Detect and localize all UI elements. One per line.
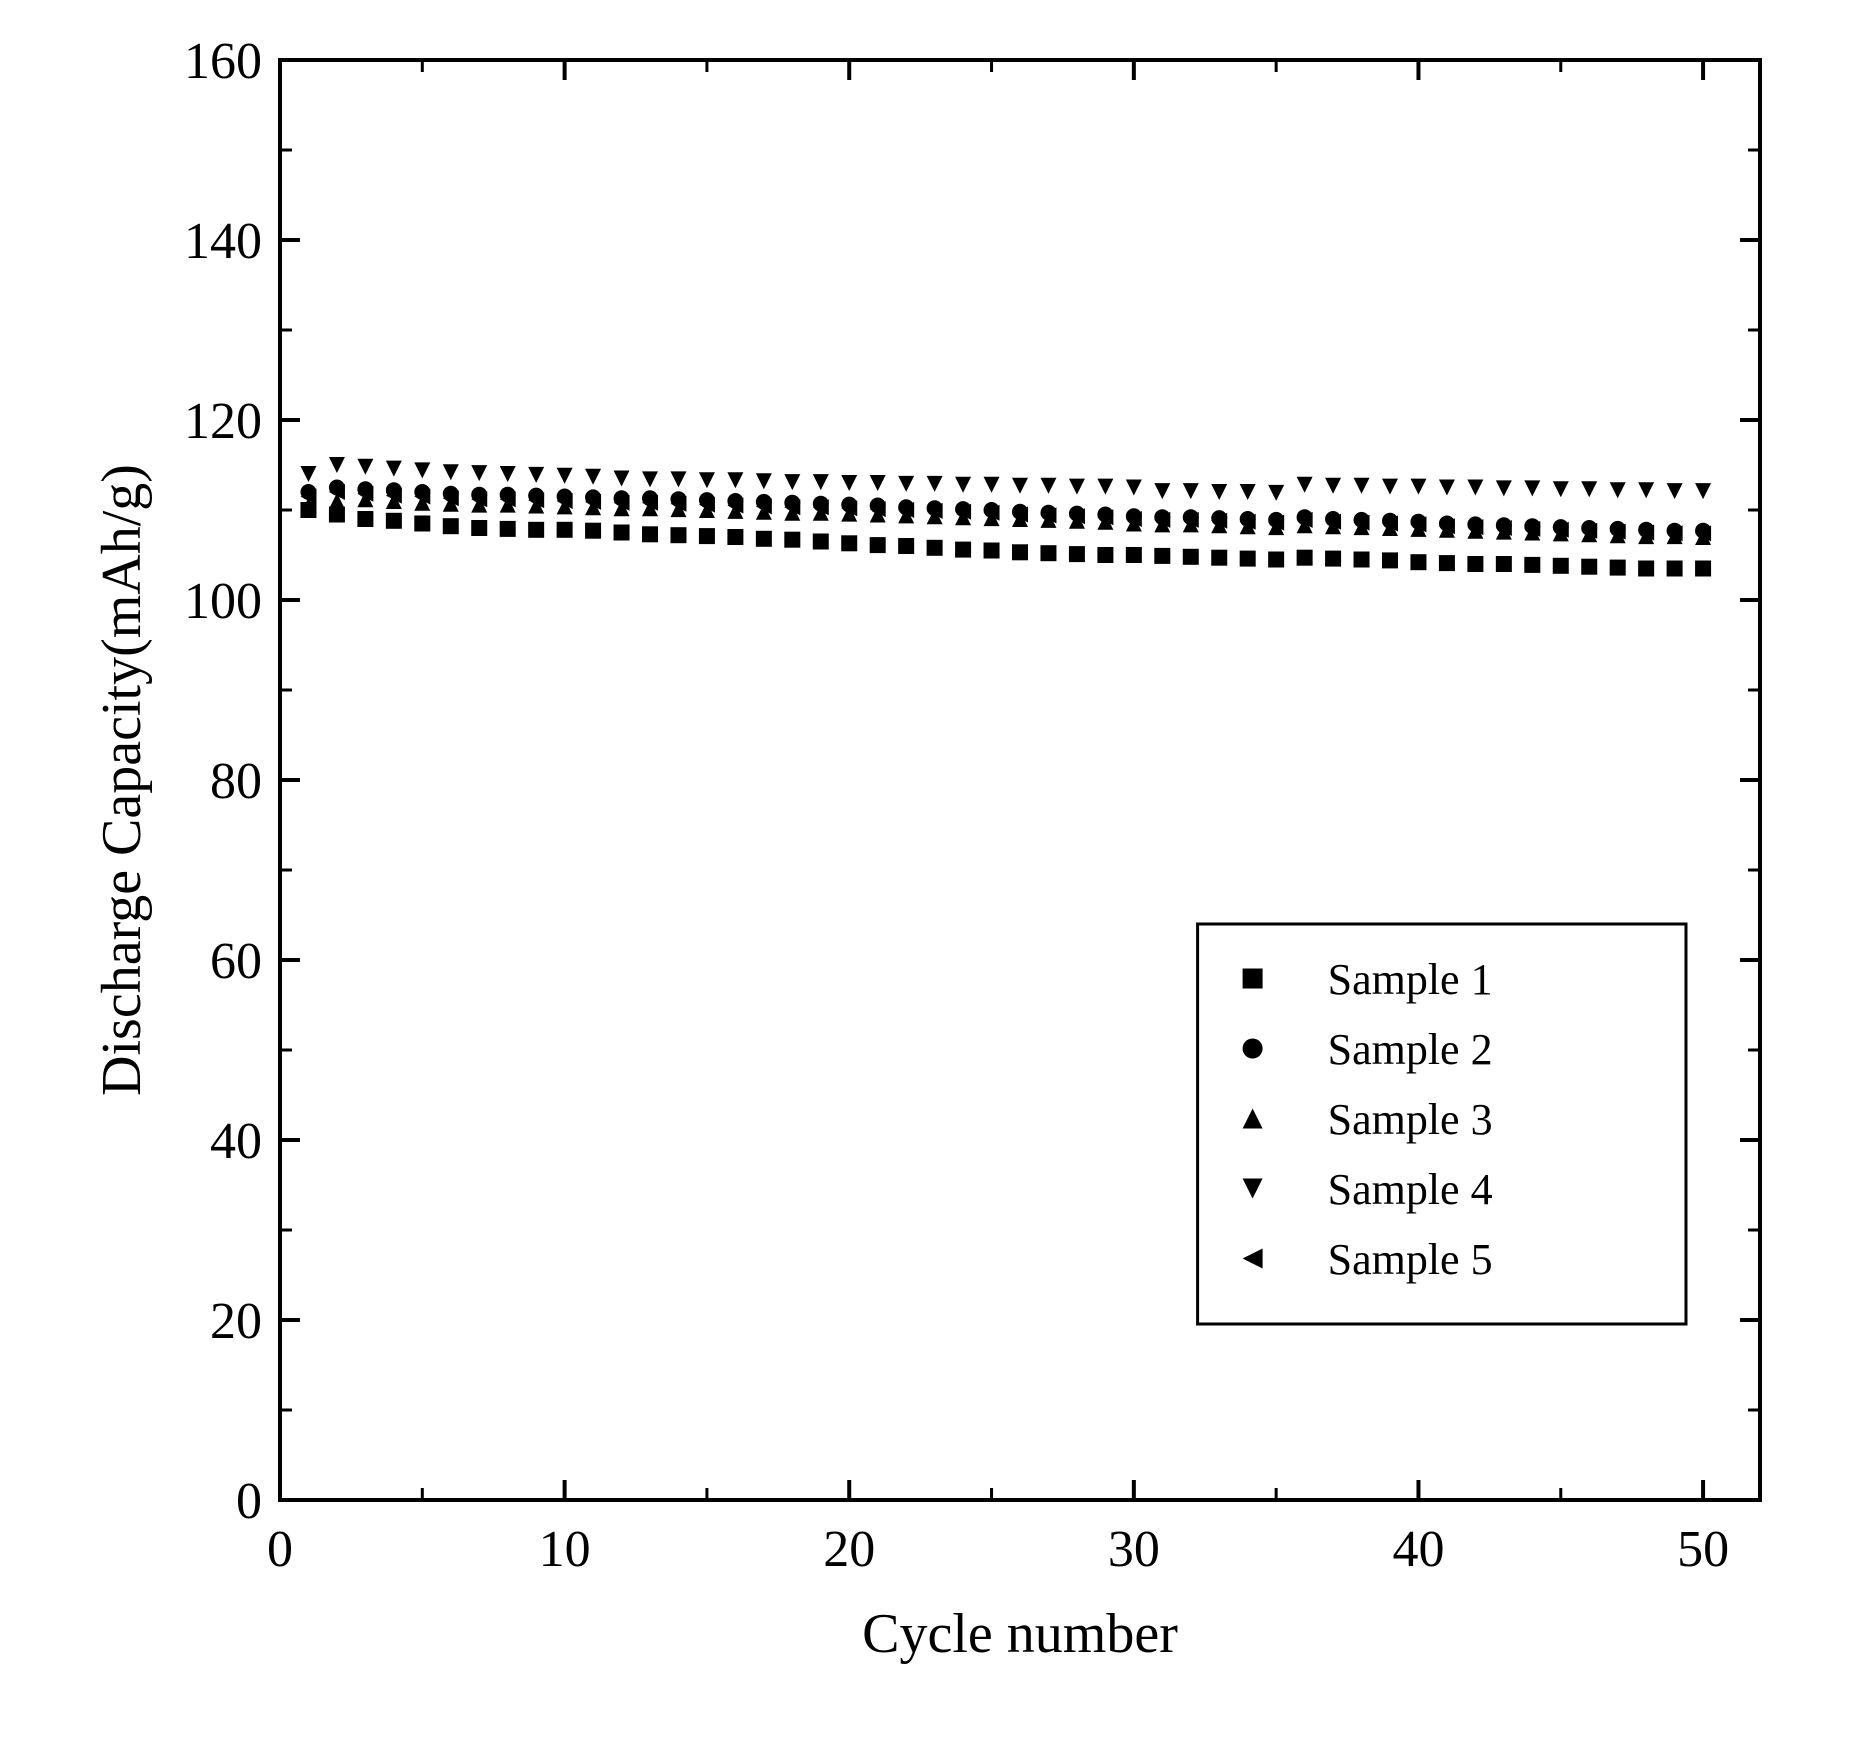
svg-text:0: 0 xyxy=(267,1521,293,1578)
chart-container: 0 10 20 30 40 50 0 20 40 60 80 100 120 140 160 Cycle nu… xyxy=(50,20,1815,1720)
svg-text:100: 100 xyxy=(184,573,262,630)
svg-text:Sample 5: Sample 5 xyxy=(1328,1235,1493,1284)
scatter-chart: 0 10 20 30 40 50 0 20 40 60 80 100 120 140 160 Cycle nu… xyxy=(50,20,1815,1720)
svg-text:140: 140 xyxy=(184,213,262,270)
svg-text:60: 60 xyxy=(210,933,262,990)
svg-text:40: 40 xyxy=(1392,1521,1444,1578)
svg-text:80: 80 xyxy=(210,753,262,810)
svg-text:160: 160 xyxy=(184,33,262,90)
svg-text:20: 20 xyxy=(210,1293,262,1350)
svg-text:Discharge Capacity(mAh/g): Discharge Capacity(mAh/g) xyxy=(91,464,153,1096)
svg-text:120: 120 xyxy=(184,393,262,450)
svg-text:10: 10 xyxy=(539,1521,591,1578)
svg-text:Sample 3: Sample 3 xyxy=(1328,1095,1493,1144)
svg-text:50: 50 xyxy=(1677,1521,1729,1578)
svg-text:Cycle number: Cycle number xyxy=(862,1603,1178,1665)
svg-text:Sample 4: Sample 4 xyxy=(1328,1165,1493,1214)
svg-text:30: 30 xyxy=(1108,1521,1160,1578)
svg-text:40: 40 xyxy=(210,1113,262,1170)
svg-text:Sample 2: Sample 2 xyxy=(1328,1025,1493,1074)
svg-text:20: 20 xyxy=(823,1521,875,1578)
svg-text:Sample 1: Sample 1 xyxy=(1328,955,1493,1004)
svg-text:0: 0 xyxy=(236,1473,262,1530)
